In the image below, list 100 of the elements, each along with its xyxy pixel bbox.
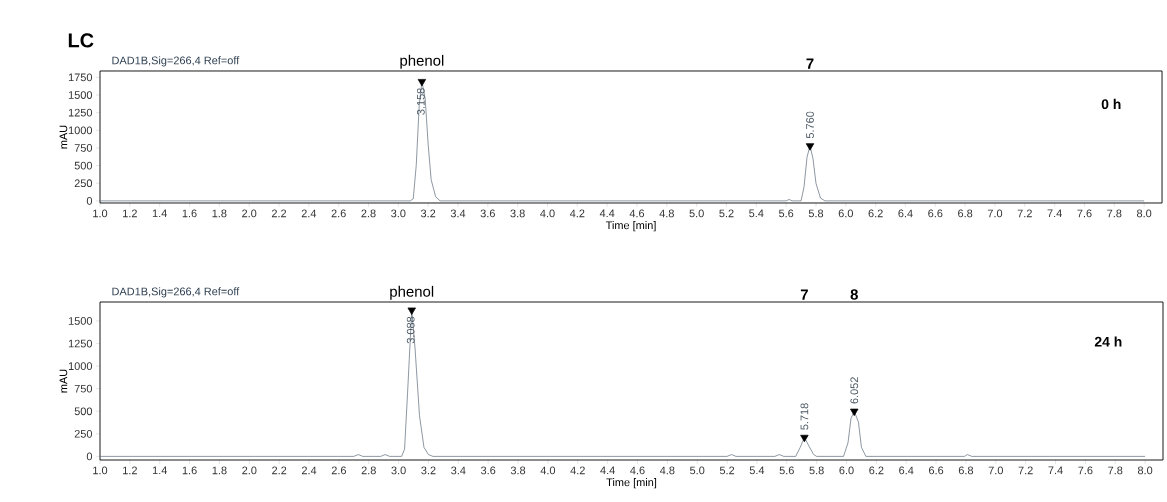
y-tick-label: 0 xyxy=(86,452,93,461)
x-tick-label: 8.0 xyxy=(1137,466,1153,475)
x-tick-label: 8.0 xyxy=(1136,209,1152,218)
x-tick-label: 5.4 xyxy=(749,209,764,218)
x-tick-label: 6.2 xyxy=(868,209,883,218)
y-tick-label: 0 xyxy=(86,197,93,205)
chart-subtitle: DAD1B,Sig=266,4 Ref=off xyxy=(112,287,240,298)
x-tick-label: 4.0 xyxy=(540,209,555,218)
x-tick-label: 5.8 xyxy=(808,209,824,218)
x-tick-label: 4.6 xyxy=(629,209,645,218)
x-tick-label: 1.8 xyxy=(212,209,227,218)
x-tick-label: 3.2 xyxy=(421,466,436,475)
chart-subtitle: DAD1B,Sig=266,4 Ref=off xyxy=(112,56,240,67)
x-tick-label: 4.2 xyxy=(570,466,585,475)
y-tick-label: 250 xyxy=(74,429,93,438)
x-tick-label: 5.4 xyxy=(749,466,765,475)
x-tick-label: 2.0 xyxy=(242,209,257,218)
x-tick-label: 4.4 xyxy=(599,209,615,218)
annotation: 6.052 xyxy=(850,377,859,404)
x-tick-label: 3.4 xyxy=(451,466,466,475)
x-tick-label: 2.0 xyxy=(242,466,257,475)
x-tick-label: 5.6 xyxy=(779,466,794,475)
x-tick-label: 3.6 xyxy=(480,209,495,218)
x-tick-label: 3.4 xyxy=(450,209,466,218)
x-tick-label: 2.4 xyxy=(301,209,317,218)
x-tick-label: 7.8 xyxy=(1108,466,1123,475)
x-tick-label: 7.0 xyxy=(987,209,1003,218)
y-tick-label: 1000 xyxy=(68,362,93,370)
x-tick-label: 6.4 xyxy=(899,466,914,475)
x-tick-label: 4.2 xyxy=(569,209,585,218)
chart-title: LC xyxy=(68,33,94,48)
x-tick-label: 2.4 xyxy=(301,466,317,475)
x-tick-label: 4.8 xyxy=(659,466,675,475)
annotation: 5.760 xyxy=(806,111,814,139)
x-tick-label: 7.2 xyxy=(1017,209,1032,218)
y-tick-label: 1500 xyxy=(68,317,93,325)
x-tick-label: 7.8 xyxy=(1107,209,1122,218)
x-tick-label: 7.6 xyxy=(1078,466,1093,475)
x-tick-label: 3.2 xyxy=(420,209,436,218)
annotation: 5.718 xyxy=(800,403,809,430)
y-axis-title: mAU xyxy=(59,125,68,149)
x-tick-label: 7.4 xyxy=(1047,209,1062,218)
x-tick-label: 7.0 xyxy=(988,466,1003,475)
point xyxy=(850,408,859,416)
x-tick-label: 6.8 xyxy=(958,209,973,218)
x-tick-label: 1.2 xyxy=(123,209,137,218)
x-tick-label: 2.6 xyxy=(331,466,347,475)
y-tick-label: 250 xyxy=(74,179,93,188)
text: 7 xyxy=(806,58,814,69)
x-tick-label: 2.2 xyxy=(271,209,287,218)
x-tick-label: 1.4 xyxy=(152,209,167,218)
x-tick-label: 1.2 xyxy=(123,466,137,475)
x-tick-label: 4.4 xyxy=(600,466,615,475)
text: 8 xyxy=(850,289,858,300)
point xyxy=(800,434,809,443)
annotation: 3.158 xyxy=(416,88,425,115)
annotation: 24 h xyxy=(1094,336,1122,347)
x-tick-label: 1.0 xyxy=(93,209,108,218)
x-tick-label: 6.6 xyxy=(928,209,943,218)
x-tick-label: 5.2 xyxy=(719,466,735,475)
y-tick-label: 1750 xyxy=(68,73,93,82)
x-tick-label: 7.2 xyxy=(1018,466,1033,475)
x-tick-label: 5.8 xyxy=(809,466,824,475)
x-tick-label: 6.6 xyxy=(929,466,944,475)
x-tick-label: 7.4 xyxy=(1048,466,1063,475)
y-tick-label: 1250 xyxy=(68,339,93,348)
x-tick-label: 1.6 xyxy=(182,466,197,475)
y-tick-label: 1250 xyxy=(68,108,93,117)
text: 7 xyxy=(800,289,808,300)
x-tick-label: 1.4 xyxy=(152,466,168,475)
x-tick-label: 1.0 xyxy=(93,466,108,475)
x-tick-label: 5.0 xyxy=(690,466,705,475)
x-tick-label: 5.6 xyxy=(778,209,794,218)
y-tick-label: 750 xyxy=(74,144,93,152)
x-tick-label: 5.0 xyxy=(689,209,704,218)
text: phenol xyxy=(400,54,444,69)
x-tick-label: 1.8 xyxy=(212,466,227,475)
x-tick-label: 3.0 xyxy=(391,466,406,475)
x-axis-title: Time [min] xyxy=(606,478,657,489)
x-tick-label: 2.8 xyxy=(361,466,376,475)
y-tick-label: 500 xyxy=(74,161,93,170)
x-tick-label: 7.6 xyxy=(1077,209,1092,218)
x-tick-label: 4.0 xyxy=(540,466,556,475)
x-tick-label: 2.6 xyxy=(331,209,346,218)
annotation: 0 h xyxy=(1101,98,1121,110)
x-tick-label: 3.8 xyxy=(510,209,525,218)
x-tick-label: 2.8 xyxy=(361,209,376,218)
y-tick-label: 750 xyxy=(74,384,93,393)
x-tick-label: 4.6 xyxy=(630,466,645,475)
y-tick-label: 500 xyxy=(74,407,93,416)
x-tick-label: 6.8 xyxy=(958,466,974,475)
y-tick-label: 1500 xyxy=(68,91,93,99)
x-tick-label: 3.0 xyxy=(391,209,406,218)
y-axis-title: mAU xyxy=(59,369,68,393)
x-tick-label: 6.4 xyxy=(898,209,913,218)
x-tick-label: 3.8 xyxy=(510,466,526,475)
x-tick-label: 4.8 xyxy=(659,209,674,218)
x-tick-label: 1.6 xyxy=(182,209,197,218)
annotation: 3.088 xyxy=(406,316,415,344)
x-tick-label: 6.0 xyxy=(839,466,854,475)
